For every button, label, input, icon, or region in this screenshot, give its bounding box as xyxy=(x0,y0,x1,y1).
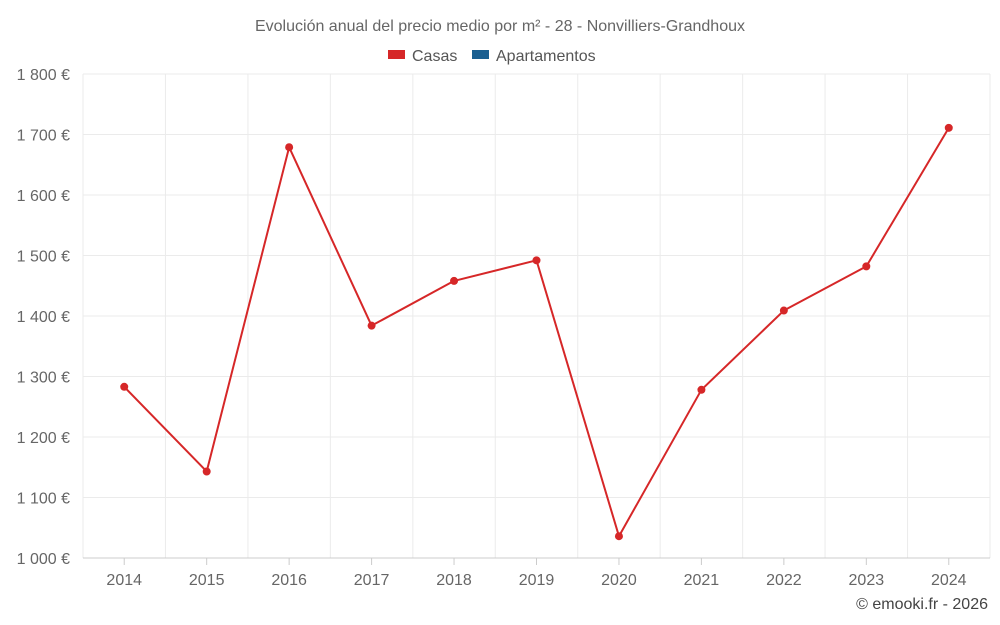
y-tick-label: 1 000 € xyxy=(17,551,70,568)
y-tick-label: 1 300 € xyxy=(17,370,70,387)
x-tick-label: 2020 xyxy=(601,572,637,589)
x-tick-label: 2024 xyxy=(931,572,967,589)
x-tick-label: 2019 xyxy=(519,572,555,589)
legend-label-casas: Casas xyxy=(412,48,457,65)
chart-title: Evolución anual del precio medio por m² … xyxy=(255,18,745,35)
credit-text: © emooki.fr - 2026 xyxy=(856,596,988,613)
data-point-casas-2015[interactable] xyxy=(202,467,211,476)
y-tick-label: 1 400 € xyxy=(17,309,70,326)
series-casas xyxy=(120,123,953,541)
x-tick-label: 2015 xyxy=(189,572,225,589)
data-point-casas-2024[interactable] xyxy=(944,123,953,132)
axes xyxy=(123,558,950,565)
y-tick-label: 1 700 € xyxy=(17,128,70,145)
y-tick-label: 1 500 € xyxy=(17,249,70,266)
x-tick-label: 2017 xyxy=(354,572,390,589)
data-point-casas-2020[interactable] xyxy=(614,532,623,541)
x-tick-label: 2023 xyxy=(849,572,885,589)
data-point-casas-2023[interactable] xyxy=(862,262,871,271)
legend-label-apartamentos: Apartamentos xyxy=(496,48,596,65)
grid xyxy=(82,73,991,559)
y-tick-label: 1 800 € xyxy=(17,67,70,84)
legend: Casas Apartamentos xyxy=(388,48,596,65)
x-tick-label: 2018 xyxy=(436,572,472,589)
x-axis-labels: 2014 2015 2016 2017 2018 2019 2020 2021 2022 2023… xyxy=(106,572,966,589)
data-point-casas-2016[interactable] xyxy=(285,143,294,152)
x-tick-label: 2016 xyxy=(271,572,307,589)
y-tick-label: 1 200 € xyxy=(17,430,70,447)
y-axis-labels: 1 000 € 1 100 € 1 200 € 1 300 € 1 400 € 1 500… xyxy=(17,67,70,568)
data-point-casas-2022[interactable] xyxy=(779,306,788,315)
y-tick-label: 1 600 € xyxy=(17,188,70,205)
legend-item-apartamentos[interactable]: Apartamentos xyxy=(472,48,596,65)
x-tick-label: 2014 xyxy=(106,572,142,589)
legend-swatch-casas xyxy=(388,50,405,59)
data-point-casas-2019[interactable] xyxy=(532,256,541,265)
data-point-casas-2018[interactable] xyxy=(450,276,459,285)
data-point-casas-2014[interactable] xyxy=(120,382,129,391)
data-point-casas-2021[interactable] xyxy=(697,385,706,394)
y-tick-label: 1 100 € xyxy=(17,491,70,508)
legend-swatch-apartamentos xyxy=(472,50,489,59)
legend-item-casas[interactable]: Casas xyxy=(388,48,457,65)
x-tick-label: 2021 xyxy=(684,572,720,589)
data-point-casas-2017[interactable] xyxy=(367,321,376,330)
x-tick-label: 2022 xyxy=(766,572,802,589)
